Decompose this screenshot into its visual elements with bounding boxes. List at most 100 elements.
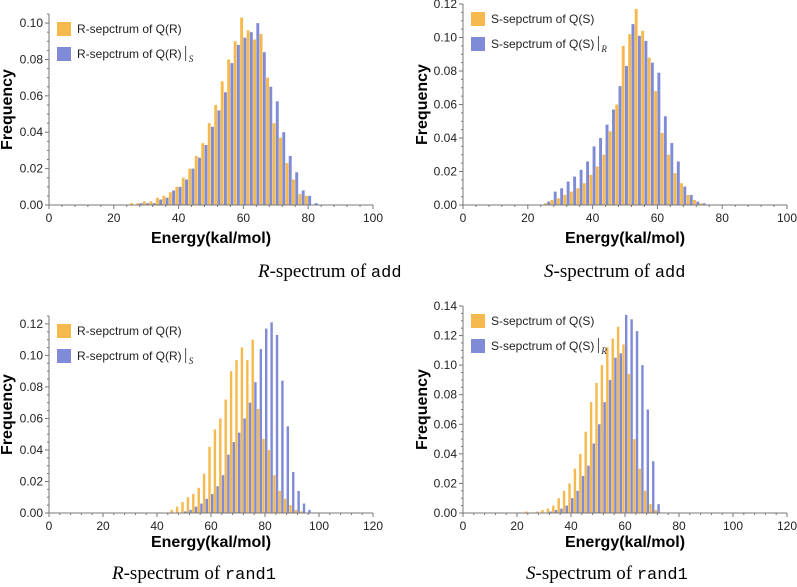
bar-blue (696, 201, 700, 205)
bar-orange (233, 41, 237, 205)
bar-orange (606, 347, 609, 513)
bar-orange (579, 453, 582, 513)
bar-blue (605, 124, 609, 205)
bar-blue (670, 143, 674, 205)
bar-orange (535, 511, 539, 513)
x-tick-label: 40 (564, 519, 578, 533)
x-tick-label: 120 (363, 519, 383, 533)
bar-orange (149, 201, 153, 205)
bar-orange (235, 360, 238, 513)
bar-orange (686, 194, 690, 205)
bar-orange (220, 81, 224, 205)
y-tick-label: 0.10 (434, 31, 458, 45)
bar-orange (251, 339, 254, 513)
bar-orange (175, 506, 179, 513)
bar-blue (211, 494, 214, 513)
bar-orange (595, 166, 599, 205)
x-axis-title: Energy(kal/mol) (151, 534, 271, 551)
panel-2-chart: 0 20 40 60 80 100 0.00 0.02 0.04 0.06 0.08 0.10 0.12… (414, 0, 797, 247)
bar-orange (589, 174, 593, 205)
bar-blue (612, 109, 615, 205)
y-tick-label: 0.02 (20, 162, 44, 176)
bar-orange (616, 326, 620, 513)
bar-blue (230, 63, 234, 205)
bar-blue (581, 476, 585, 513)
bar-orange (253, 39, 257, 205)
bar-orange (602, 154, 606, 205)
bar-blue (256, 23, 260, 205)
bar-orange (278, 490, 281, 513)
bar-orange (643, 490, 647, 513)
y-tick-label: 0.00 (20, 198, 44, 212)
x-tick-label: 0 (460, 519, 467, 533)
bar-blue (191, 168, 195, 205)
bar-orange (544, 203, 547, 205)
bar-orange (266, 77, 269, 205)
bar-orange (654, 510, 658, 513)
bar-orange (576, 188, 580, 205)
caption-symbol: S (526, 563, 536, 584)
bar-orange (259, 34, 263, 206)
caption-text: -spectrum of (535, 563, 637, 584)
bar-orange (654, 91, 658, 205)
bar-blue (560, 508, 563, 513)
bar-orange (621, 45, 625, 206)
bar-blue (184, 511, 187, 513)
legend-subscript: S (189, 356, 194, 366)
panel-2-caption: S-spectrum of add (544, 261, 685, 283)
bar-blue (657, 504, 660, 513)
bar-orange (552, 505, 555, 513)
bar-blue (630, 319, 633, 513)
y-tick-label: 0.12 (434, 329, 458, 343)
bar-orange (130, 203, 133, 205)
bar-blue (262, 52, 266, 206)
y-tick-label: 0.08 (20, 52, 44, 66)
bar-orange (285, 163, 289, 205)
bar-blue (236, 44, 240, 205)
x-tick-label: 100 (363, 211, 383, 225)
bar-orange (541, 510, 544, 513)
bar-blue (178, 186, 182, 205)
legend-label: R-sepctrum of Q(R) (77, 349, 182, 363)
caption-symbol: R (258, 261, 270, 282)
caption-text: -spectrum of (123, 563, 225, 584)
bar-orange (273, 475, 276, 513)
x-tick-label: 80 (672, 519, 686, 533)
y-tick-label: 0.02 (434, 476, 458, 490)
legend-label: R-sepctrum of Q(R) (77, 47, 182, 61)
x-tick-label: 0 (460, 211, 467, 225)
x-axis-title: Energy(kal/mol) (565, 534, 685, 551)
bar-blue (216, 486, 219, 513)
bar-blue (592, 443, 596, 513)
bar-blue (598, 424, 601, 513)
bar-orange (589, 402, 593, 513)
y-tick-label: 0.10 (434, 358, 458, 372)
legend-label: R-sepctrum of Q(R) (77, 324, 182, 338)
bar-blue (301, 190, 305, 205)
bar-blue (603, 402, 606, 513)
bar-orange (214, 104, 218, 205)
y-tick-label: 0.06 (434, 98, 458, 112)
legend-label: S-sepctrum of Q(S) (491, 314, 594, 328)
bar-blue (614, 357, 617, 513)
bar-orange (298, 194, 302, 205)
bar-blue (560, 188, 564, 205)
y-tick-label: 0.04 (20, 125, 44, 139)
y-tick-label: 0.00 (434, 506, 458, 520)
bar-blue (553, 191, 557, 205)
bar-orange (175, 186, 179, 205)
bar-blue (281, 380, 284, 513)
bar-orange (219, 418, 222, 513)
legend-swatch-orange (471, 314, 485, 328)
bar-blue (683, 186, 687, 205)
bar-blue (547, 201, 551, 205)
bar-blue (223, 92, 227, 205)
x-tick-label: 80 (716, 211, 730, 225)
bar-blue (314, 203, 318, 205)
bar-orange (279, 137, 282, 205)
x-tick-label: 60 (618, 519, 632, 533)
bar-orange (170, 509, 173, 513)
bar-orange (638, 468, 641, 513)
bar-blue (566, 181, 570, 205)
y-tick-label: 0.00 (20, 506, 44, 520)
